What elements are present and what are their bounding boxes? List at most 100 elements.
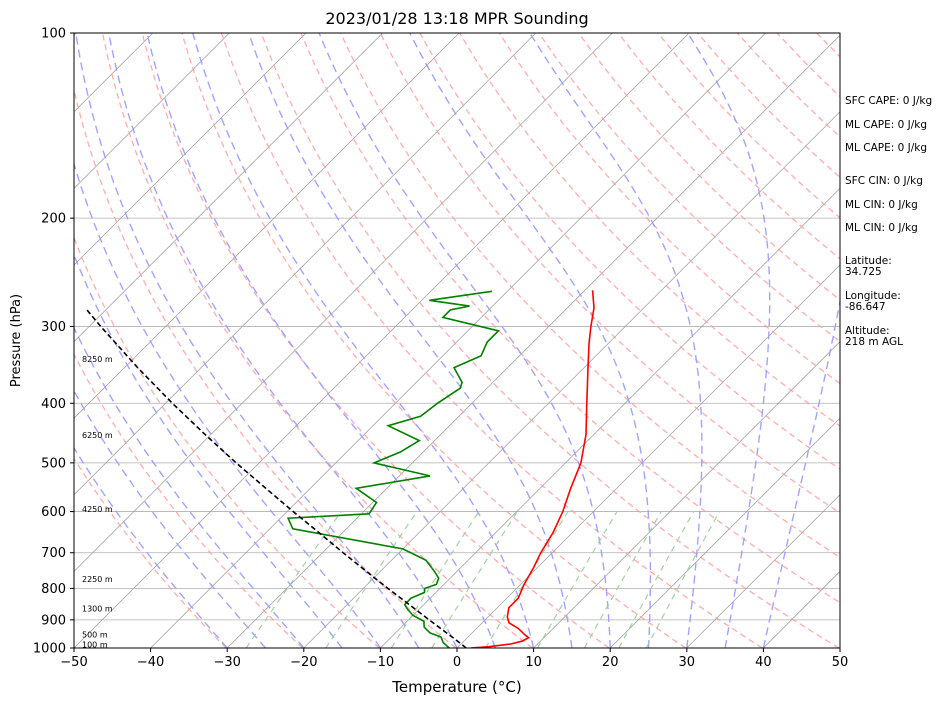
moist-adiabat	[687, 33, 771, 648]
parcel-profile	[84, 307, 467, 648]
height-label: 2250 m	[82, 575, 113, 584]
location-label: Altitude:	[845, 325, 890, 337]
x-tick-label: 40	[755, 655, 772, 670]
isotherm	[74, 33, 230, 189]
isotherm	[74, 33, 690, 648]
isotherm	[74, 33, 307, 266]
location-label: Longitude:	[845, 290, 901, 302]
isotherm	[456, 264, 840, 648]
moist-adiabat	[762, 297, 840, 648]
moist-adiabat	[409, 33, 652, 648]
grid-layer	[74, 33, 946, 648]
moist-adiabat	[529, 33, 703, 648]
mixing-ratio-line	[618, 511, 695, 648]
mixing-ratio-line	[583, 511, 662, 648]
mixing-ratio-line	[536, 511, 618, 648]
x-tick-label: −40	[137, 655, 164, 670]
height-label: 100 m	[82, 640, 108, 649]
dry-adiabat	[260, 33, 840, 648]
y-tick-label: 1000	[33, 642, 66, 657]
moist-adiabat	[74, 446, 228, 648]
moist-adiabat	[74, 253, 343, 648]
x-tick-label: −50	[60, 655, 87, 670]
dewpoint-profile	[286, 290, 500, 648]
y-tick-label: 800	[41, 582, 66, 597]
isotherm	[303, 111, 840, 648]
height-label: 500 m	[82, 630, 108, 639]
dry-adiabat	[101, 33, 533, 648]
dry-adiabat	[181, 33, 687, 648]
axis-layer: −50 −40 −30 −20 −10 0 10 20 30 40 50 100 200 300 400 50…	[33, 27, 848, 671]
moist-adiabat	[146, 33, 496, 648]
y-tick-label: 200	[41, 212, 66, 227]
y-tick-label: 500	[41, 456, 66, 471]
mixing-ratio-line	[245, 511, 342, 648]
x-tick-label: −30	[213, 655, 240, 670]
sounding-index: ML CAPE: 0 J/kg	[845, 119, 927, 131]
x-axis-label: Temperature (°C)	[391, 678, 521, 696]
moist-adiabat	[74, 326, 305, 648]
sounding-index: ML CIN: 0 J/kg	[845, 199, 918, 211]
y-tick-label: 100	[41, 27, 66, 42]
isotherm	[609, 417, 840, 648]
location-value: -86.647	[845, 301, 886, 313]
isotherm	[380, 187, 840, 648]
y-tick-label: 600	[41, 505, 66, 520]
isotherm	[74, 33, 537, 496]
sounding-info-panel: SFC CAPE: 0 J/kg ML CAPE: 0 J/kg ML CAPE: …	[845, 95, 932, 348]
isotherm	[686, 494, 840, 648]
y-tick-label: 700	[41, 546, 66, 561]
dry-adiabat	[936, 33, 946, 648]
dry-adiabat	[74, 236, 380, 648]
moist-adiabat	[192, 33, 535, 648]
mixing-ratio-line	[325, 511, 418, 648]
dry-adiabat	[74, 87, 457, 648]
location-label: Latitude:	[845, 255, 892, 267]
dry-adiabat	[220, 33, 763, 648]
sounding-index: ML CAPE: 0 J/kg	[845, 142, 927, 154]
x-tick-label: −20	[290, 655, 317, 670]
y-tick-label: 300	[41, 320, 66, 335]
x-tick-label: 20	[602, 655, 619, 670]
y-tick-label: 900	[41, 613, 66, 628]
y-axis-label: Pressure (hPa)	[9, 294, 24, 387]
dry-adiabat	[141, 33, 610, 648]
dry-adiabat	[578, 33, 840, 301]
mixing-ratio-line	[390, 511, 480, 648]
moist-adiabat	[74, 161, 381, 648]
plot-frame	[73, 32, 841, 649]
mixing-ratio-line	[431, 511, 518, 648]
isotherm	[74, 33, 613, 572]
x-tick-label: 0	[453, 655, 461, 670]
location-value: 34.725	[845, 266, 882, 278]
x-tick-label: −10	[367, 655, 394, 670]
isotherm	[150, 33, 766, 648]
moist-adiabat	[318, 33, 611, 648]
y-tick-label: 400	[41, 397, 66, 412]
x-tick-label: 50	[832, 655, 849, 670]
moist-adiabat	[248, 33, 573, 648]
height-label: 6250 m	[82, 431, 113, 440]
isotherm	[74, 33, 460, 419]
moist-adiabat	[75, 33, 420, 648]
temperature-profile	[470, 290, 595, 648]
mixing-ratio-line	[645, 511, 720, 648]
mixing-ratio-line	[484, 511, 569, 648]
isotherm	[74, 33, 383, 343]
location-value: 218 m AGL	[845, 336, 903, 348]
dry-adiabat	[74, 353, 304, 648]
moist-adiabat	[74, 389, 267, 648]
sounding-index: ML CIN: 0 J/kg	[845, 222, 918, 234]
height-label: 1300 m	[82, 604, 113, 613]
sounding-index: SFC CAPE: 0 J/kg	[845, 95, 932, 107]
isotherm	[226, 34, 840, 648]
height-label: 4250 m	[82, 505, 113, 514]
chart-title: 2023/01/28 13:18 MPR Sounding	[325, 9, 588, 28]
sounding-index: SFC CIN: 0 J/kg	[845, 175, 923, 187]
x-tick-label: 10	[525, 655, 542, 670]
isotherm	[533, 341, 840, 648]
height-label: 8250 m	[82, 355, 113, 364]
series-layer	[84, 290, 595, 648]
